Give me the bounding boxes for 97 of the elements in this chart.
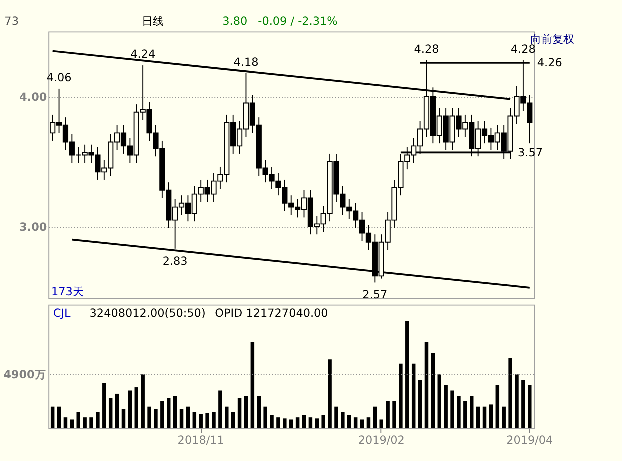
bar: [212, 412, 216, 428]
bar: [64, 418, 68, 428]
bar: [522, 380, 526, 428]
bar: [412, 364, 416, 428]
bar: [360, 420, 364, 428]
bar: [502, 406, 506, 428]
text: 3.80: [222, 15, 248, 28]
bar: [250, 342, 255, 428]
series-label: 3.57: [518, 146, 544, 160]
bar: [489, 404, 494, 428]
bar: [148, 406, 152, 428]
bar: [70, 420, 74, 428]
bar: [444, 385, 448, 428]
bar: [83, 418, 87, 428]
bar: [373, 406, 378, 428]
bar: [186, 406, 190, 428]
bar: [406, 320, 410, 428]
annotation: 4.28: [414, 42, 440, 56]
bar: [438, 374, 442, 428]
bar: [354, 418, 358, 428]
bar: [231, 412, 236, 428]
bar: [392, 401, 396, 428]
bar: [154, 409, 158, 428]
bar: [386, 401, 390, 428]
bar: [496, 385, 500, 428]
bar: [341, 412, 345, 428]
bar: [380, 420, 384, 428]
bar: [470, 396, 474, 428]
annotation: 2.83: [162, 254, 188, 268]
bar: [122, 409, 126, 428]
annotation: 4.06: [46, 71, 72, 84]
bar: [206, 413, 210, 428]
bar: [528, 385, 532, 428]
x-tick-label: 2019/04: [506, 434, 554, 447]
text: -0.09 / -2.31%: [258, 15, 338, 28]
bar: [302, 415, 306, 428]
bar: [289, 420, 294, 428]
bar: [102, 383, 106, 428]
y-tick-label: 3.00: [20, 221, 48, 234]
series-label: 4.26: [537, 56, 562, 70]
annotation: 4.18: [234, 56, 259, 69]
bar: [167, 398, 171, 428]
bar: [270, 415, 274, 428]
text: 32408012.00(50:50): [90, 307, 206, 320]
bar: [322, 415, 326, 428]
ref-line-label: 4900万: [4, 368, 46, 382]
bar: [508, 358, 512, 428]
bar: [476, 406, 480, 428]
x-tick-label: 2019/02: [358, 434, 405, 447]
bar: [348, 415, 352, 428]
text: 日线: [142, 15, 164, 28]
bar: [450, 390, 454, 428]
x-tick-label: 2018/11: [178, 434, 224, 447]
bar: [464, 401, 468, 428]
bar: [128, 390, 132, 428]
bar: [366, 418, 371, 428]
bar: [276, 418, 280, 428]
bar: [296, 418, 300, 428]
bar: [315, 418, 320, 428]
bar: [431, 353, 436, 428]
text: 73: [4, 15, 19, 28]
bar: [457, 396, 461, 428]
bar: [57, 406, 62, 428]
bar: [328, 360, 332, 428]
bar: [50, 406, 55, 428]
bar: [180, 409, 184, 428]
bar: [218, 390, 222, 428]
bar: [257, 396, 261, 428]
y-tick-label: 4.00: [20, 90, 48, 104]
bar: [515, 374, 519, 428]
bar: [108, 398, 113, 428]
bar: [134, 388, 139, 428]
annotation: 4.24: [130, 48, 156, 62]
bar: [199, 414, 203, 428]
bar: [90, 418, 94, 428]
bar: [225, 406, 229, 428]
annotation: 173天: [51, 286, 84, 299]
annotation: 2.57: [362, 288, 388, 302]
bar: [96, 412, 100, 428]
text: OPID 121727040.00: [215, 307, 328, 320]
bar: [160, 401, 164, 428]
bar: [283, 418, 287, 428]
bar: [192, 412, 197, 428]
bar: [141, 374, 145, 428]
bar: [399, 364, 403, 428]
bar: [418, 380, 422, 428]
bar: [76, 412, 80, 428]
text: CJL: [53, 307, 72, 320]
bar: [308, 418, 313, 428]
bar: [334, 406, 338, 428]
bar: [482, 406, 487, 428]
bar: [264, 406, 268, 428]
bar: [244, 396, 248, 428]
bar: [424, 342, 429, 428]
bar: [173, 396, 178, 428]
bar: [238, 398, 242, 428]
bar: [115, 394, 120, 428]
